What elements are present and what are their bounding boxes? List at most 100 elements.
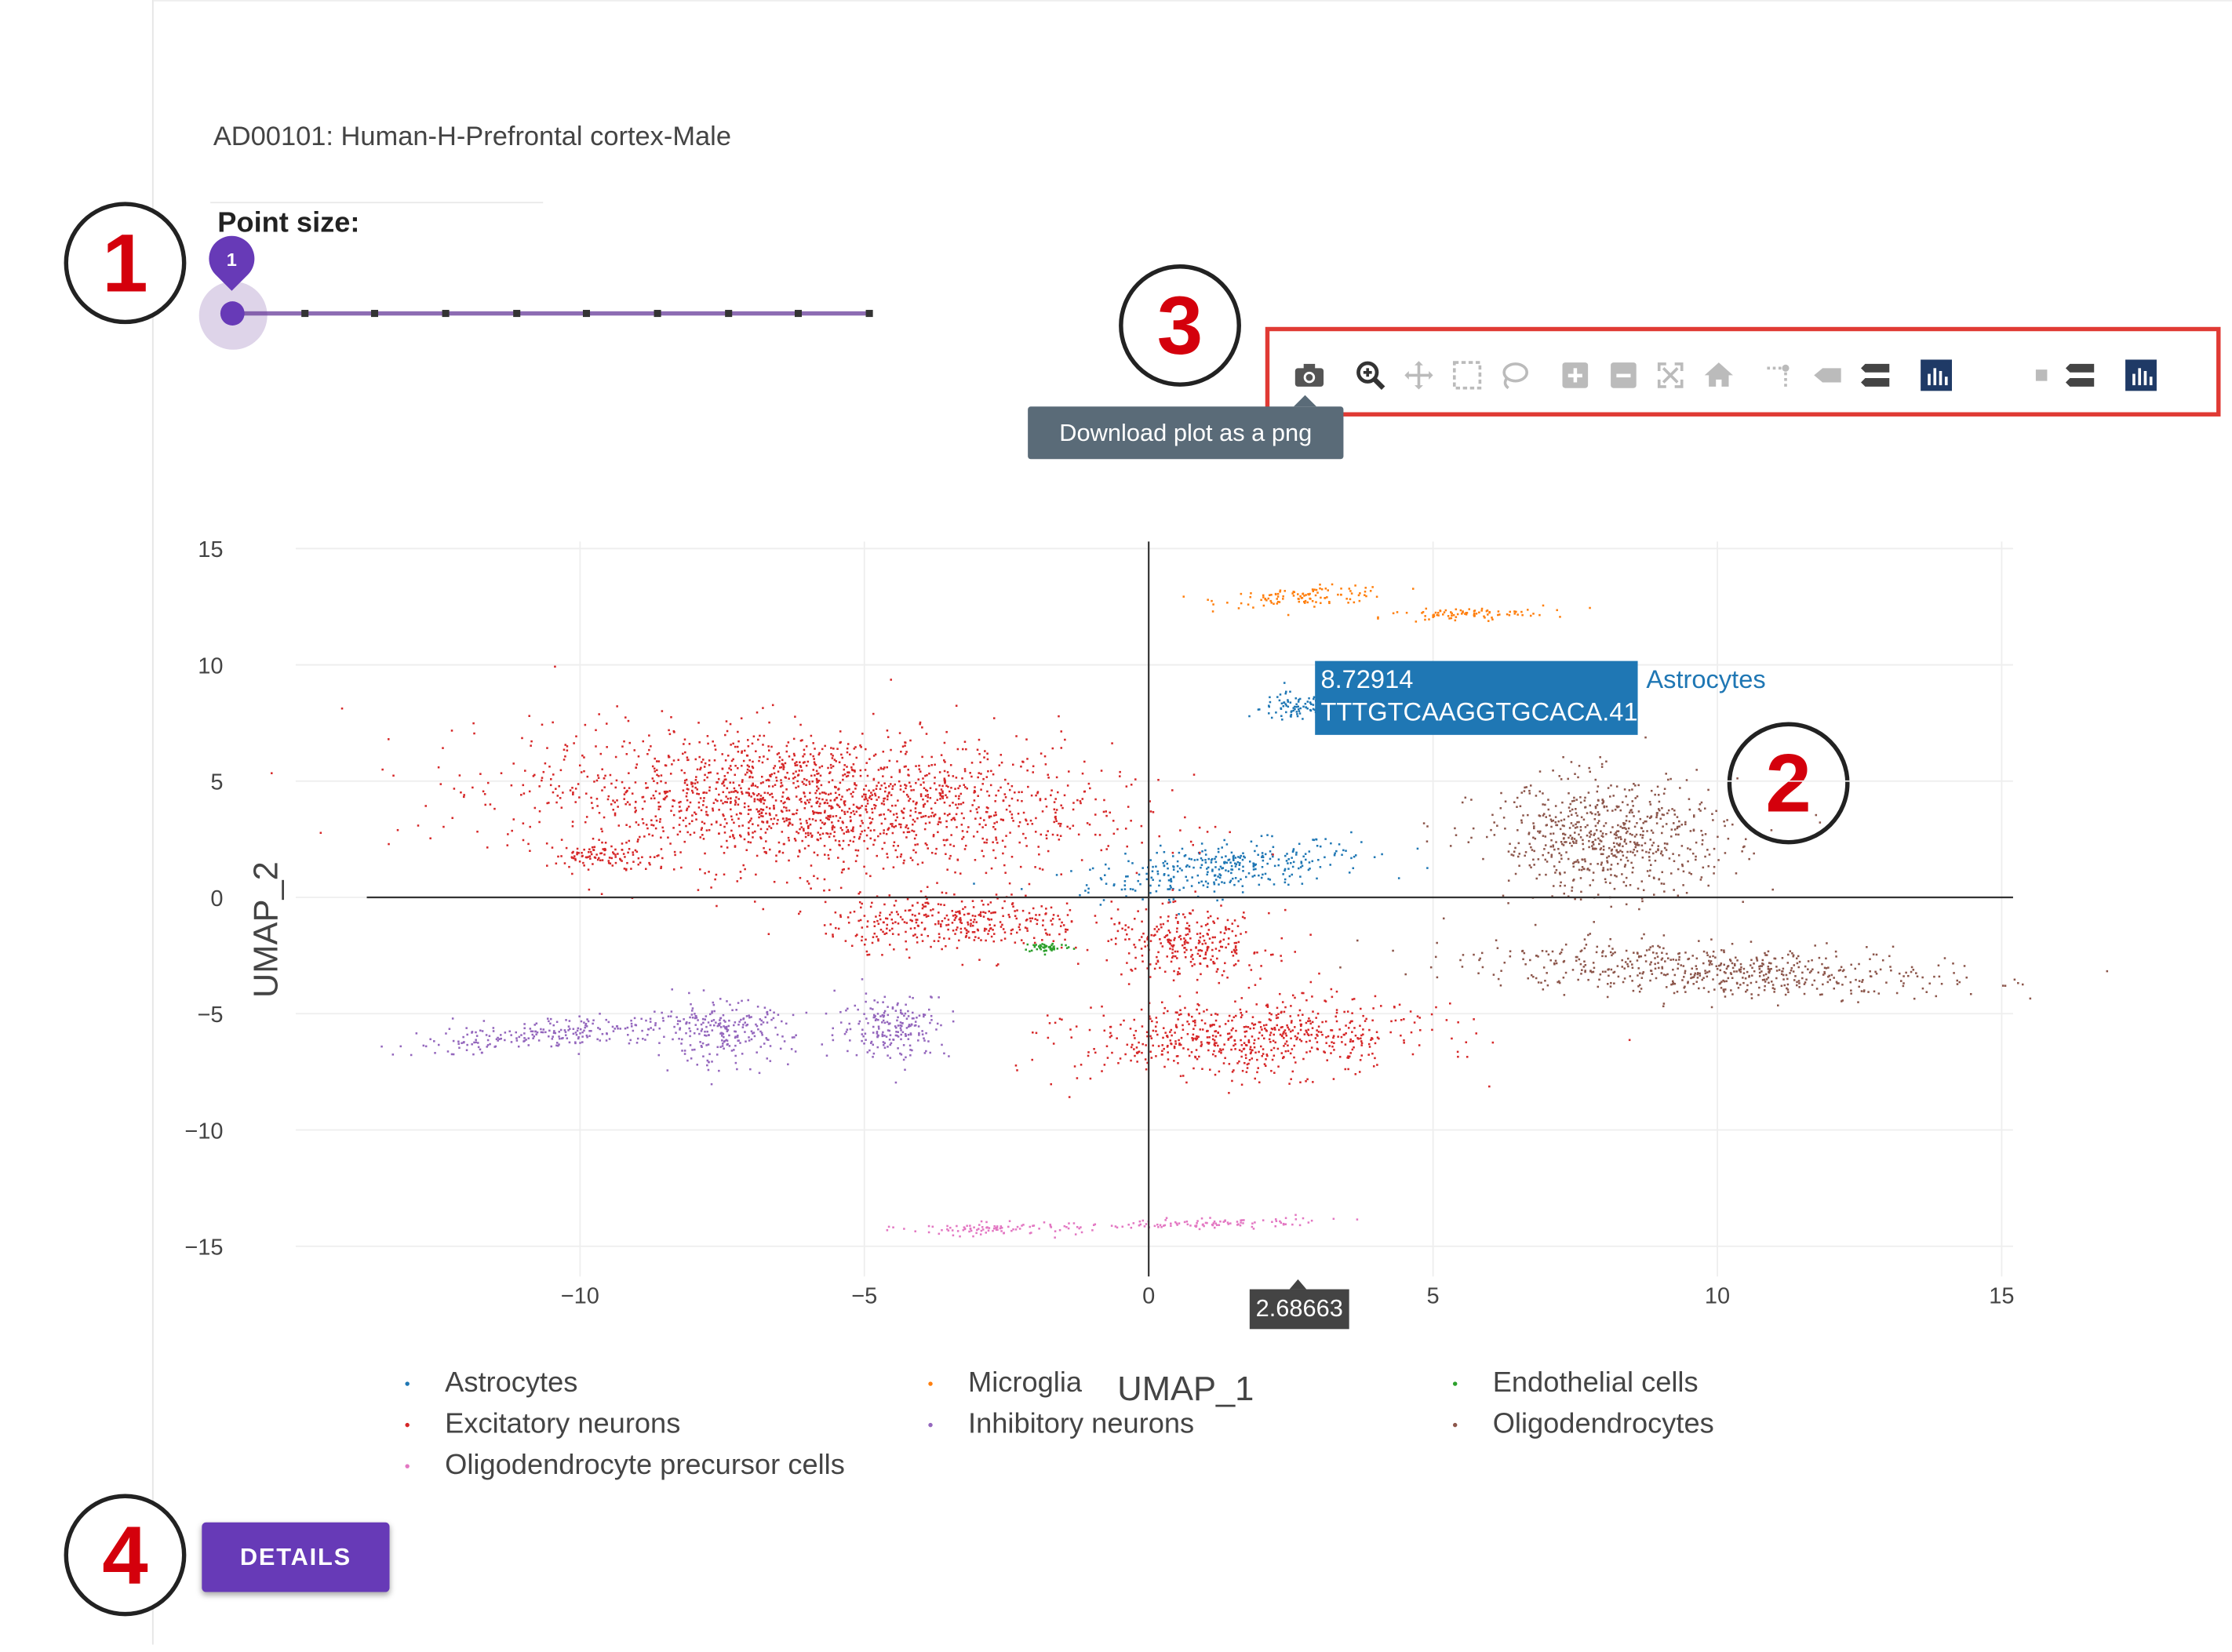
- hover-closest-icon[interactable]: [2027, 358, 2061, 392]
- scatter-point: [785, 777, 788, 779]
- scatter-point: [1172, 944, 1175, 947]
- scatter-point: [1597, 863, 1599, 865]
- zoom-in-icon[interactable]: [1558, 358, 1592, 392]
- scatter-point: [1169, 1039, 1172, 1042]
- zoom-icon[interactable]: [1353, 358, 1387, 392]
- point-size-slider-thumb[interactable]: [220, 301, 245, 326]
- scatter-point: [1618, 842, 1622, 845]
- scatter-point: [719, 1019, 721, 1021]
- scatter-point: [683, 1018, 685, 1021]
- scatter-point: [835, 814, 838, 817]
- scatter-point: [1242, 1048, 1245, 1050]
- scatter-point: [1727, 837, 1730, 840]
- scatter-point: [1389, 1031, 1392, 1034]
- scatter-point: [1028, 912, 1031, 915]
- scatter-point: [912, 934, 915, 937]
- scatter-point: [763, 734, 766, 737]
- scatter-point: [681, 1038, 683, 1041]
- scatter-point: [1309, 597, 1311, 600]
- scatter-point: [1198, 882, 1200, 884]
- scatter-point: [1592, 879, 1594, 882]
- plotly-logo-icon[interactable]: [1919, 358, 1953, 392]
- zoom-out-icon[interactable]: [1607, 358, 1640, 392]
- scatter-point: [1283, 908, 1287, 912]
- scatter-point: [1032, 944, 1035, 947]
- scatter-point: [677, 1020, 679, 1022]
- scatter-point: [819, 837, 822, 840]
- scatter-point: [972, 835, 975, 838]
- camera-icon[interactable]: [1292, 358, 1326, 392]
- scatter-point: [634, 806, 636, 810]
- scatter-point: [781, 784, 784, 787]
- scatter-point: [1039, 946, 1041, 949]
- scatter-point: [1421, 612, 1423, 614]
- scatter-point: [1475, 613, 1478, 615]
- scatter-point: [925, 915, 928, 918]
- scatter-point: [1181, 944, 1184, 947]
- scatter-point: [832, 1039, 835, 1042]
- scatter-point: [1491, 1041, 1495, 1044]
- scatter-point: [840, 753, 843, 756]
- scatter-point: [926, 897, 928, 901]
- hover-compare-icon[interactable]: [1858, 358, 1892, 392]
- scatter-point: [768, 807, 771, 810]
- scatter-point: [1176, 864, 1179, 868]
- scatter-point: [1141, 960, 1144, 962]
- scatter-point: [918, 1032, 920, 1035]
- scatter-point: [1045, 834, 1048, 836]
- scatter-point: [930, 1014, 933, 1017]
- scatter-point: [1330, 1029, 1332, 1032]
- scatter-point: [1597, 799, 1600, 802]
- plotly-logo-icon[interactable]: [2124, 358, 2157, 392]
- scatter-point: [1021, 909, 1025, 912]
- scatter-point: [823, 878, 826, 881]
- scatter-point: [1040, 948, 1043, 951]
- scatter-point: [712, 807, 714, 810]
- scatter-point: [749, 809, 752, 811]
- reset-axes-icon[interactable]: [1702, 358, 1735, 392]
- scatter-point: [650, 824, 653, 826]
- scatter-point: [1140, 1008, 1143, 1011]
- scatter-point: [952, 817, 956, 820]
- spike-lines-icon[interactable]: [1763, 358, 1797, 392]
- scatter-point: [1367, 1053, 1370, 1056]
- lasso-select-icon[interactable]: [1497, 358, 1531, 392]
- scatter-point: [1243, 1061, 1246, 1064]
- scatter-point: [1110, 917, 1113, 920]
- scatter-point: [1313, 697, 1315, 700]
- scatter-point: [679, 851, 682, 853]
- scatter-point: [1176, 973, 1179, 976]
- scatter-point: [621, 860, 623, 862]
- scatter-point: [788, 822, 791, 825]
- scatter-point: [1254, 850, 1256, 853]
- scatter-point: [1671, 808, 1673, 810]
- scatter-point: [748, 1016, 751, 1019]
- scatter-point: [1061, 921, 1063, 924]
- scatter-point: [854, 783, 856, 786]
- point-size-slider-track[interactable]: [231, 311, 868, 316]
- scatter-point: [878, 813, 881, 817]
- scatter-point: [572, 791, 574, 794]
- hover-closest-icon[interactable]: [1810, 358, 1844, 392]
- scatter-point: [1685, 892, 1688, 894]
- scatter-point: [879, 912, 882, 914]
- scatter-point: [723, 818, 726, 821]
- scatter-point: [1513, 613, 1517, 615]
- scatter-point: [1290, 1037, 1292, 1040]
- scatter-point: [1234, 857, 1237, 859]
- scatter-point: [820, 827, 822, 829]
- scatter-point: [924, 788, 927, 791]
- scatter-point: [832, 755, 834, 757]
- scatter-point: [583, 756, 585, 759]
- scatter-point: [889, 1034, 892, 1036]
- scatter-point: [853, 769, 856, 772]
- hover-compare-icon[interactable]: [2063, 358, 2096, 392]
- pan-icon[interactable]: [1402, 358, 1436, 392]
- scatter-point: [971, 931, 974, 933]
- scatter-point: [1211, 1024, 1213, 1027]
- scatter-point: [865, 808, 867, 810]
- scatter-point: [861, 926, 864, 929]
- autoscale-icon[interactable]: [1653, 358, 1687, 392]
- box-select-icon[interactable]: [1450, 358, 1484, 392]
